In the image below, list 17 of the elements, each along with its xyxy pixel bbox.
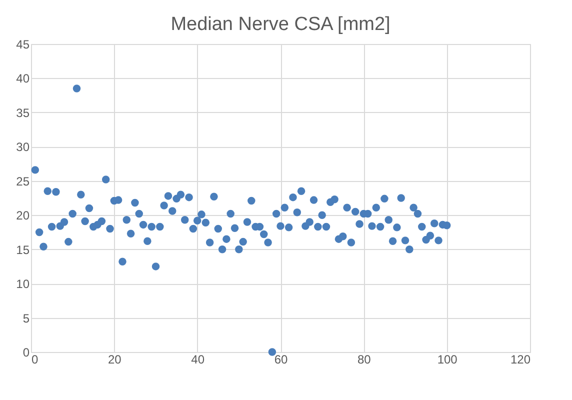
x-tick-label: 20 xyxy=(108,352,122,366)
x-tick-label: 40 xyxy=(191,352,205,366)
x-tick-label: 120 xyxy=(510,352,531,366)
y-tick-label: 25 xyxy=(16,174,30,188)
y-tick-label: 20 xyxy=(16,208,30,223)
x-tick-label: 0 xyxy=(32,352,38,366)
y-tick-label: 10 xyxy=(16,277,30,292)
y-tick-label: 40 xyxy=(16,72,30,86)
y-tick-label: 35 xyxy=(16,106,30,120)
y-tick-label: 30 xyxy=(16,140,30,154)
y-tick-label: 5 xyxy=(22,311,30,326)
y-tick-label: 15 xyxy=(16,242,30,257)
x-tick-label: 100 xyxy=(437,352,458,366)
x-tick-label: 80 xyxy=(357,352,372,366)
chart-title: Median Nerve CSA [mm2] xyxy=(170,14,390,35)
x-tick-label: 60 xyxy=(274,352,288,366)
y-tick-label: 45 xyxy=(16,38,30,52)
